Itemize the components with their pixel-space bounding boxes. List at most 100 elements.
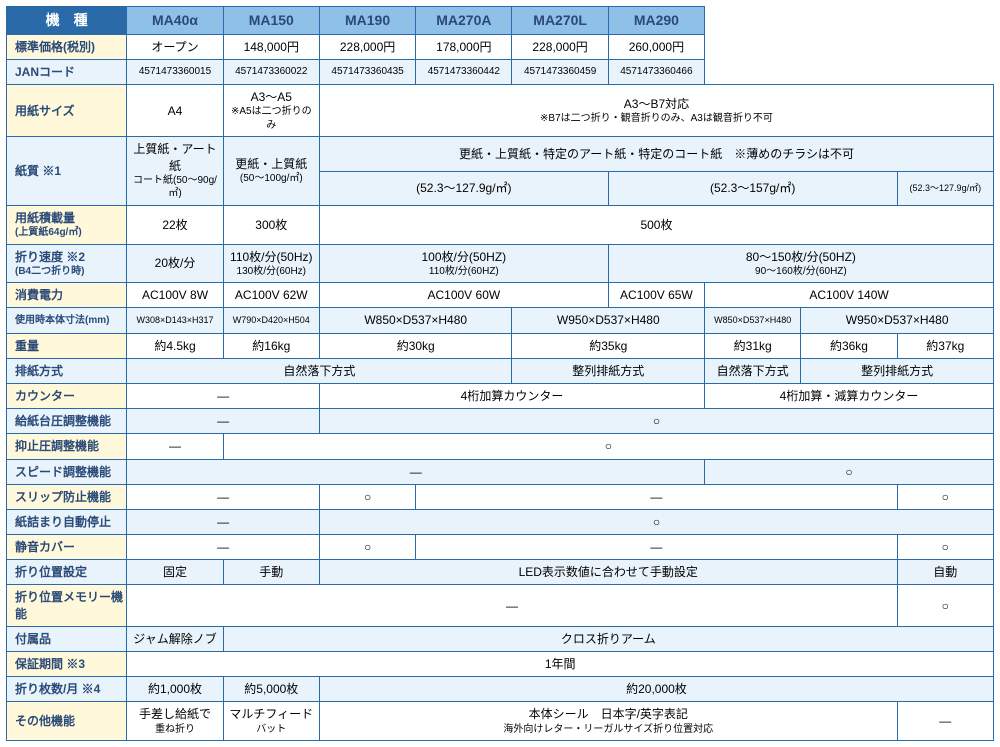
foldpos-cell: 自動 — [897, 560, 993, 585]
foldpos-cell: LED表示数値に合わせて手動設定 — [319, 560, 897, 585]
l1: マルチフィード — [229, 707, 313, 721]
output-cell: 自然落下方式 — [705, 358, 801, 383]
silent-cell: — — [127, 535, 320, 560]
row-accessory: 付属品 ジャム解除ノブ クロス折りアーム — [7, 626, 994, 651]
accessory-cell: ジャム解除ノブ — [127, 626, 223, 651]
row-paper-size: 用紙サイズ A4 A3〜A5 ※A5は二つ折りのみ A3〜B7対応 ※B7は二つ… — [7, 85, 994, 137]
quality-cell: 更紙・上質紙 (50〜100g/㎡) — [223, 137, 319, 205]
model-label: 機 種 — [7, 7, 127, 35]
weight-cell: 約30kg — [319, 333, 512, 358]
row-jan: JANコード 4571473360015 4571473360022 45714… — [7, 60, 994, 85]
silent-cell: — — [416, 535, 897, 560]
l1: 100枚/分(50HZ) — [421, 250, 506, 264]
quality-label: 紙質 ※1 — [7, 137, 127, 205]
jan-cell: 4571473360022 — [223, 60, 319, 85]
l2: 110枚/分(60HZ) — [323, 265, 605, 279]
row-slip: スリップ防止機能 — ○ — ○ — [7, 484, 994, 509]
price-cell: 260,000円 — [608, 34, 704, 59]
dim-cell: W950×D537×H480 — [512, 308, 705, 333]
weight-cell: 約36kg — [801, 333, 897, 358]
row-weight: 重量 約4.5kg 約16kg 約30kg 約35kg 約31kg 約36kg … — [7, 333, 994, 358]
l2: (上質紙64g/㎡) — [15, 226, 123, 240]
l2: 重ね折り — [130, 723, 219, 737]
row-output: 排紙方式 自然落下方式 整列排紙方式 自然落下方式 整列排紙方式 — [7, 358, 994, 383]
speed-cell: 100枚/分(50HZ) 110枚/分(60HZ) — [319, 244, 608, 283]
weight-label: 重量 — [7, 333, 127, 358]
monthly-cell: 約20,000枚 — [319, 677, 993, 702]
speed-cell: 80〜150枚/分(50HZ) 90〜160枚/分(60HZ) — [608, 244, 993, 283]
quality-sub: (52.3〜157g/㎡) — [608, 171, 897, 205]
dim-cell: W790×D420×H504 — [223, 308, 319, 333]
l2: (B4二つ折り時) — [15, 265, 123, 279]
counter-cell: — — [127, 383, 320, 408]
dim-cell: W308×D143×H317 — [127, 308, 223, 333]
press-adj-cell: ○ — [223, 434, 993, 459]
feed-adj-label: 給紙台圧調整機能 — [7, 409, 127, 434]
jan-cell: 4571473360015 — [127, 60, 223, 85]
other-cell: 本体シール 日本字/英字表記 海外向けレター・リーガルサイズ折り位置対応 — [319, 702, 897, 741]
foldpos-cell: 手動 — [223, 560, 319, 585]
paper-size-cell: A4 — [127, 85, 223, 137]
press-adj-label: 抑止圧調整機能 — [7, 434, 127, 459]
silent-label: 静音カバー — [7, 535, 127, 560]
spec-table: 機 種 MA40α MA150 MA190 MA270A MA270L MA29… — [6, 6, 994, 741]
foldmem-cell: — — [127, 585, 897, 626]
power-cell: AC100V 60W — [319, 283, 608, 308]
power-cell: AC100V 140W — [705, 283, 994, 308]
jan-label: JANコード — [7, 60, 127, 85]
other-cell: マルチフィード バット — [223, 702, 319, 741]
foldmem-label: 折り位置メモリー機能 — [7, 585, 127, 626]
power-cell: AC100V 65W — [608, 283, 704, 308]
counter-cell: 4桁加算・減算カウンター — [705, 383, 994, 408]
val2: (50〜100g/㎡) — [227, 172, 316, 186]
note: ※B7は二つ折り・観音折りのみ、A3は観音折り不可 — [323, 112, 990, 126]
other-cell: — — [897, 702, 993, 741]
row-power: 消費電力 AC100V 8W AC100V 62W AC100V 60W AC1… — [7, 283, 994, 308]
press-adj-cell: — — [127, 434, 223, 459]
speed-label: 折り速度 ※2 (B4二つ折り時) — [7, 244, 127, 283]
jam-cell: — — [127, 509, 320, 534]
monthly-cell: 約1,000枚 — [127, 677, 223, 702]
silent-cell: ○ — [897, 535, 993, 560]
row-quality-1: 紙質 ※1 上質紙・アート紙 コート紙(50〜90g/㎡) 更紙・上質紙 (50… — [7, 137, 994, 171]
jan-cell: 4571473360442 — [416, 60, 512, 85]
jan-cell: 4571473360459 — [512, 60, 608, 85]
foldpos-cell: 固定 — [127, 560, 223, 585]
counter-cell: 4桁加算カウンター — [319, 383, 704, 408]
jan-cell: 4571473360466 — [608, 60, 704, 85]
model-col: MA190 — [319, 7, 415, 35]
warranty-cell: 1年間 — [127, 652, 994, 677]
val: 更紙・上質紙 — [235, 157, 307, 171]
jam-cell: ○ — [319, 509, 993, 534]
l1: 折り速度 ※2 — [15, 250, 85, 264]
speed-cell: 20枚/分 — [127, 244, 223, 283]
weight-cell: 約4.5kg — [127, 333, 223, 358]
price-cell: 178,000円 — [416, 34, 512, 59]
paper-size-label: 用紙サイズ — [7, 85, 127, 137]
l2: 海外向けレター・リーガルサイズ折り位置対応 — [323, 723, 894, 737]
slip-label: スリップ防止機能 — [7, 484, 127, 509]
foldmem-cell: ○ — [897, 585, 993, 626]
quality-sub: (52.3〜127.9g/㎡) — [897, 171, 993, 205]
l1: 用紙積載量 — [15, 211, 75, 225]
dim-cell: W950×D537×H480 — [801, 308, 994, 333]
slip-cell: — — [416, 484, 897, 509]
row-silent: 静音カバー — ○ — ○ — [7, 535, 994, 560]
row-press-adj: 抑止圧調整機能 — ○ — [7, 434, 994, 459]
output-cell: 自然落下方式 — [127, 358, 512, 383]
counter-label: カウンター — [7, 383, 127, 408]
row-load: 用紙積載量 (上質紙64g/㎡) 22枚 300枚 500枚 — [7, 205, 994, 244]
speed-cell: 110枚/分(50Hz) 130枚/分(60Hz) — [223, 244, 319, 283]
row-price: 標準価格(税別) オープン 148,000円 228,000円 178,000円… — [7, 34, 994, 59]
row-speed: 折り速度 ※2 (B4二つ折り時) 20枚/分 110枚/分(50Hz) 130… — [7, 244, 994, 283]
power-cell: AC100V 8W — [127, 283, 223, 308]
feed-adj-cell: — — [127, 409, 320, 434]
other-cell: 手差し給紙で 重ね折り — [127, 702, 223, 741]
accessory-label: 付属品 — [7, 626, 127, 651]
row-speed-adj: スピード調整機能 — ○ — [7, 459, 994, 484]
header-row: 機 種 MA40α MA150 MA190 MA270A MA270L MA29… — [7, 7, 994, 35]
speed-adj-cell: ○ — [705, 459, 994, 484]
row-foldmem: 折り位置メモリー機能 — ○ — [7, 585, 994, 626]
note: ※A5は二つ折りのみ — [227, 105, 316, 132]
dim-cell: W850×D537×H480 — [319, 308, 512, 333]
